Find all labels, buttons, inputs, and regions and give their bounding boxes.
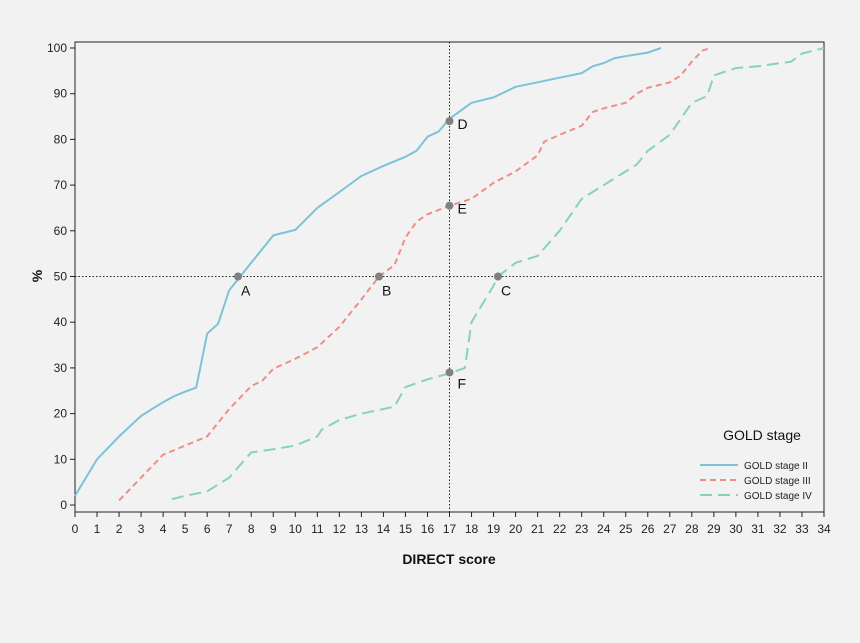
y-axis-ticks: 0 10 20 30 40 50 60 70 80 90 100 <box>47 41 75 512</box>
x-tick-label: 26 <box>641 522 655 536</box>
x-tick-label: 29 <box>707 522 721 536</box>
x-tick-label: 13 <box>355 522 369 536</box>
annotation-point <box>493 272 502 281</box>
legend-label: GOLD stage IV <box>744 491 812 502</box>
y-tick-label: 80 <box>54 132 68 146</box>
y-tick-label: 60 <box>54 224 68 238</box>
y-tick-label: 0 <box>60 498 67 512</box>
x-tick-label: 32 <box>773 522 787 536</box>
x-tick-label: 31 <box>751 522 765 536</box>
x-tick-label: 1 <box>94 522 101 536</box>
x-tick-label: 16 <box>421 522 435 536</box>
y-tick-label: 20 <box>54 407 68 421</box>
x-tick-label: 30 <box>729 522 743 536</box>
y-tick-label: 40 <box>54 315 68 329</box>
x-axis-ticks: 0 1 2 3 4 5 6 7 8 9 10 11 12 13 14 15 16 17 18 19 20 21 22 23 24… <box>72 512 831 536</box>
annotation-points: A B C D E F <box>234 116 511 391</box>
y-tick-label: 90 <box>54 87 68 101</box>
y-axis-title: % <box>29 269 45 282</box>
x-tick-label: 19 <box>487 522 501 536</box>
x-tick-label: 18 <box>465 522 479 536</box>
series-lines <box>74 47 825 502</box>
y-tick-label: 100 <box>47 41 67 55</box>
x-tick-label: 5 <box>182 522 189 536</box>
x-tick-label: 24 <box>597 522 611 536</box>
series-line-3 <box>171 47 825 501</box>
annotation-label: F <box>458 375 467 391</box>
x-tick-label: 10 <box>289 522 303 536</box>
annotation-label: C <box>501 283 511 299</box>
x-tick-label: 11 <box>311 522 324 536</box>
x-tick-label: 6 <box>204 522 211 536</box>
annotation-point <box>445 368 454 377</box>
x-tick-label: 0 <box>72 522 79 536</box>
series-line-2 <box>118 47 712 502</box>
legend-items: GOLD stage II GOLD stage III GOLD stage IV <box>700 461 812 502</box>
x-tick-label: 12 <box>333 522 347 536</box>
x-axis-title: DIRECT score <box>402 551 496 567</box>
x-tick-label: 28 <box>685 522 699 536</box>
x-tick-label: 33 <box>795 522 809 536</box>
x-tick-label: 3 <box>138 522 145 536</box>
y-tick-label: 30 <box>54 361 68 375</box>
y-tick-label: 10 <box>54 452 68 466</box>
x-tick-label: 34 <box>817 522 831 536</box>
legend-title: GOLD stage <box>723 427 801 443</box>
annotation-label: E <box>458 201 467 217</box>
x-tick-label: 17 <box>443 522 457 536</box>
annotation-point <box>445 117 454 126</box>
x-tick-label: 21 <box>531 522 545 536</box>
x-tick-label: 2 <box>116 522 123 536</box>
x-tick-label: 8 <box>248 522 255 536</box>
x-tick-label: 4 <box>160 522 167 536</box>
x-tick-label: 22 <box>553 522 567 536</box>
x-tick-label: 25 <box>619 522 633 536</box>
x-tick-label: 23 <box>575 522 589 536</box>
y-tick-label: 50 <box>54 270 68 284</box>
annotation-label: A <box>241 283 251 299</box>
y-tick-label: 70 <box>54 178 68 192</box>
x-tick-label: 14 <box>377 522 391 536</box>
legend-label: GOLD stage III <box>744 476 811 487</box>
series-line-1 <box>74 47 662 497</box>
annotation-label: B <box>382 283 391 299</box>
annotation-label: D <box>458 116 468 132</box>
x-tick-label: 7 <box>226 522 233 536</box>
x-tick-label: 9 <box>270 522 277 536</box>
x-tick-label: 15 <box>399 522 413 536</box>
annotation-point <box>234 272 243 281</box>
annotation-point <box>445 201 454 210</box>
x-tick-label: 20 <box>509 522 523 536</box>
x-tick-label: 27 <box>663 522 677 536</box>
annotation-point <box>375 272 384 281</box>
legend-label: GOLD stage II <box>744 461 808 472</box>
